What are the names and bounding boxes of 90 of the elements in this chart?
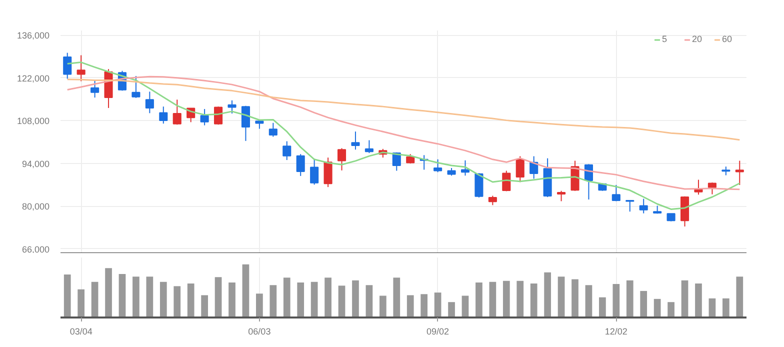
bar (476, 282, 482, 318)
x-tick-label: 09/02 (426, 326, 450, 336)
candlestick (282, 140, 292, 161)
y-tick-label: 94,000 (22, 158, 50, 169)
bar (406, 295, 414, 318)
candlestick (680, 196, 690, 227)
bar (324, 278, 332, 318)
bar (668, 302, 674, 318)
bar (366, 285, 373, 318)
candlestick (90, 80, 100, 98)
x-tick-label: 06/03 (248, 326, 271, 336)
candlestick (241, 105, 250, 142)
candlestick (145, 91, 154, 114)
candlestick (268, 122, 278, 138)
bar (310, 282, 318, 318)
candlestick (488, 195, 497, 206)
candlestick (63, 52, 72, 80)
bar (132, 276, 140, 318)
candlestick (735, 160, 744, 186)
bar (502, 280, 510, 318)
bar (270, 285, 277, 318)
bar (640, 290, 648, 318)
candlestick (708, 182, 716, 195)
candlestick (516, 156, 524, 183)
bar (654, 298, 661, 318)
candlestick (351, 131, 360, 150)
bar (393, 278, 400, 318)
legend-label: 60 (722, 34, 734, 44)
candlestick (172, 99, 182, 126)
bar (228, 282, 236, 318)
candlestick (694, 179, 703, 196)
candlestick (310, 158, 319, 186)
bar (105, 268, 112, 318)
bar (558, 276, 565, 318)
candlestick (474, 172, 484, 198)
bar (352, 280, 359, 318)
bar (91, 282, 98, 318)
candlestick (132, 76, 140, 98)
candlestick (626, 200, 634, 212)
candlestick (406, 154, 415, 164)
bar (379, 296, 386, 318)
candlestick (557, 190, 566, 202)
bar (146, 276, 154, 318)
bar (722, 298, 730, 318)
bar (626, 280, 634, 318)
x-tick-label: 03/04 (70, 326, 92, 336)
bar (530, 284, 538, 318)
candlestick (200, 108, 209, 126)
legend-label: 5 (662, 34, 668, 44)
candlestick (337, 148, 346, 171)
bar (544, 272, 551, 318)
bar (64, 274, 71, 318)
y-tick-label: 80,000 (22, 202, 50, 212)
bar (160, 282, 167, 318)
bar (736, 276, 744, 318)
legend-label: 20 (692, 34, 704, 44)
bar (201, 295, 208, 318)
bar (242, 264, 250, 318)
bar (695, 284, 702, 318)
candlestick (434, 158, 442, 173)
candlestick (364, 140, 374, 154)
bar (118, 274, 126, 318)
bar (420, 294, 428, 318)
bar (297, 282, 304, 318)
candlestick (76, 54, 86, 82)
candlestick (639, 198, 648, 214)
y-tick-label: 122,000 (16, 73, 50, 84)
candlestick (460, 160, 470, 176)
bar (585, 285, 592, 318)
bar (338, 286, 346, 318)
candlestick (296, 154, 305, 176)
candlestick (324, 157, 332, 188)
bar (174, 286, 181, 318)
bar (572, 279, 578, 318)
bar (187, 284, 194, 318)
bar (516, 280, 524, 318)
bar (462, 296, 469, 318)
candlestick (612, 184, 620, 202)
bar (681, 280, 688, 318)
y-tick-label: 108,000 (16, 116, 50, 126)
bar (283, 278, 290, 318)
y-tick-label: 136,000 (16, 30, 50, 41)
bar (214, 277, 222, 318)
candlestick (159, 106, 168, 124)
candlestick (228, 100, 236, 114)
line-series (66, 78, 740, 141)
bar (448, 302, 455, 318)
bar (599, 297, 606, 318)
bar (489, 282, 496, 318)
x-tick-label: 12/02 (604, 326, 628, 336)
